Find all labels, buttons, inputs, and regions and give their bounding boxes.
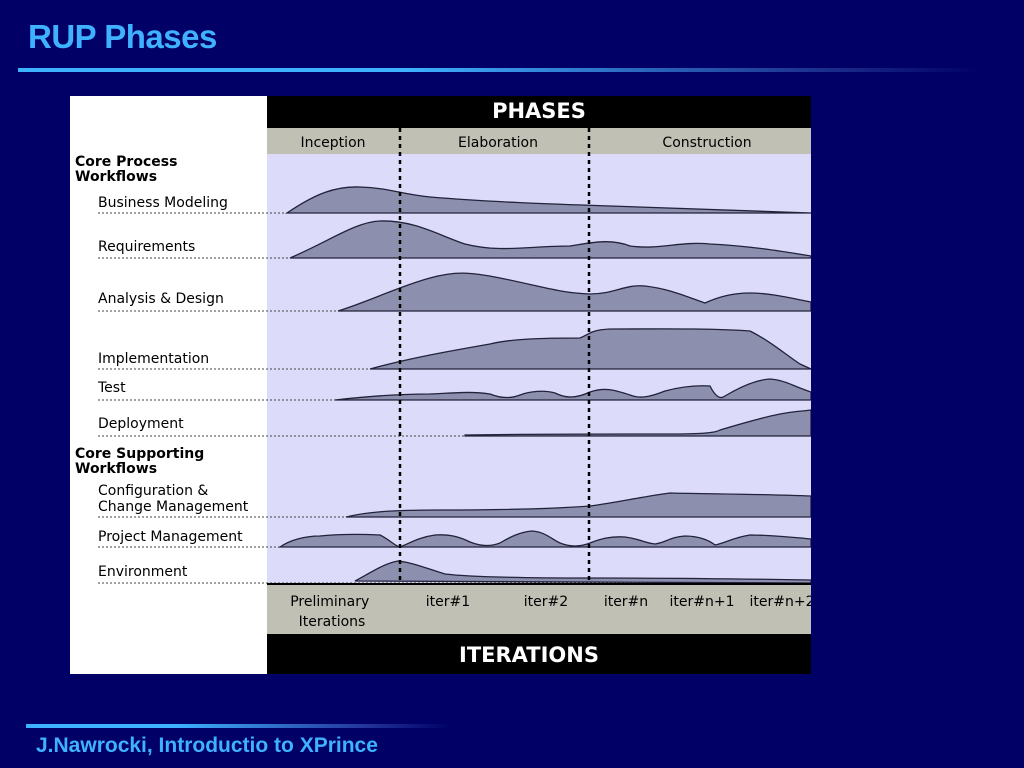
label-business-modeling: Business Modeling bbox=[98, 195, 228, 211]
phase-inception: Inception bbox=[300, 135, 365, 151]
slide-footer: J.Nawrocki, Introductio to XPrince bbox=[36, 734, 378, 757]
hump-test bbox=[334, 378, 811, 401]
hump-analysis-design bbox=[337, 272, 811, 312]
phase-construction: Construction bbox=[662, 135, 751, 151]
label-project-management: Project Management bbox=[98, 529, 243, 545]
hump-environment bbox=[354, 560, 811, 584]
label-test: Test bbox=[97, 380, 126, 396]
hump-requirements bbox=[289, 220, 811, 259]
iteration-n-plus-1: iter#n+1 bbox=[670, 594, 735, 610]
phase-bar bbox=[267, 128, 811, 154]
title-divider bbox=[18, 68, 983, 72]
iteration-n: iter#n bbox=[604, 594, 648, 610]
label-analysis-design: Analysis & Design bbox=[98, 291, 224, 307]
phase-milestones bbox=[398, 128, 591, 584]
core-supporting-header: Core Supporting Workflows bbox=[75, 446, 209, 477]
hump-project-management bbox=[277, 530, 811, 548]
hump-implementation bbox=[369, 328, 811, 370]
label-deployment: Deployment bbox=[98, 416, 184, 432]
iteration-preliminary: Preliminary Iterations bbox=[290, 594, 374, 630]
phases-header-bar bbox=[267, 96, 811, 128]
rup-phases-diagram: PHASES Inception Elaboration Constructio… bbox=[70, 96, 811, 674]
label-requirements: Requirements bbox=[98, 239, 195, 255]
iteration-1: iter#1 bbox=[426, 594, 470, 610]
workflow-humps bbox=[277, 186, 811, 584]
label-implementation: Implementation bbox=[98, 351, 209, 367]
iterations-header-bar bbox=[267, 634, 811, 674]
phases-header: PHASES bbox=[492, 99, 586, 123]
label-configuration-change-management: Configuration & Change Management bbox=[98, 483, 249, 515]
hump-business-modeling bbox=[284, 186, 811, 214]
iterations-header: ITERATIONS bbox=[459, 643, 599, 667]
phase-elaboration: Elaboration bbox=[458, 135, 538, 151]
hump-deployment bbox=[464, 409, 811, 437]
footer-divider bbox=[26, 724, 451, 728]
slide-title: RUP Phases bbox=[28, 18, 217, 55]
core-process-header: Core Process Workflows bbox=[75, 154, 182, 185]
label-environment: Environment bbox=[98, 564, 188, 580]
iteration-2: iter#2 bbox=[524, 594, 568, 610]
iteration-n-plus-2: iter#n+2 bbox=[750, 594, 812, 610]
iterations-bar bbox=[267, 584, 811, 634]
